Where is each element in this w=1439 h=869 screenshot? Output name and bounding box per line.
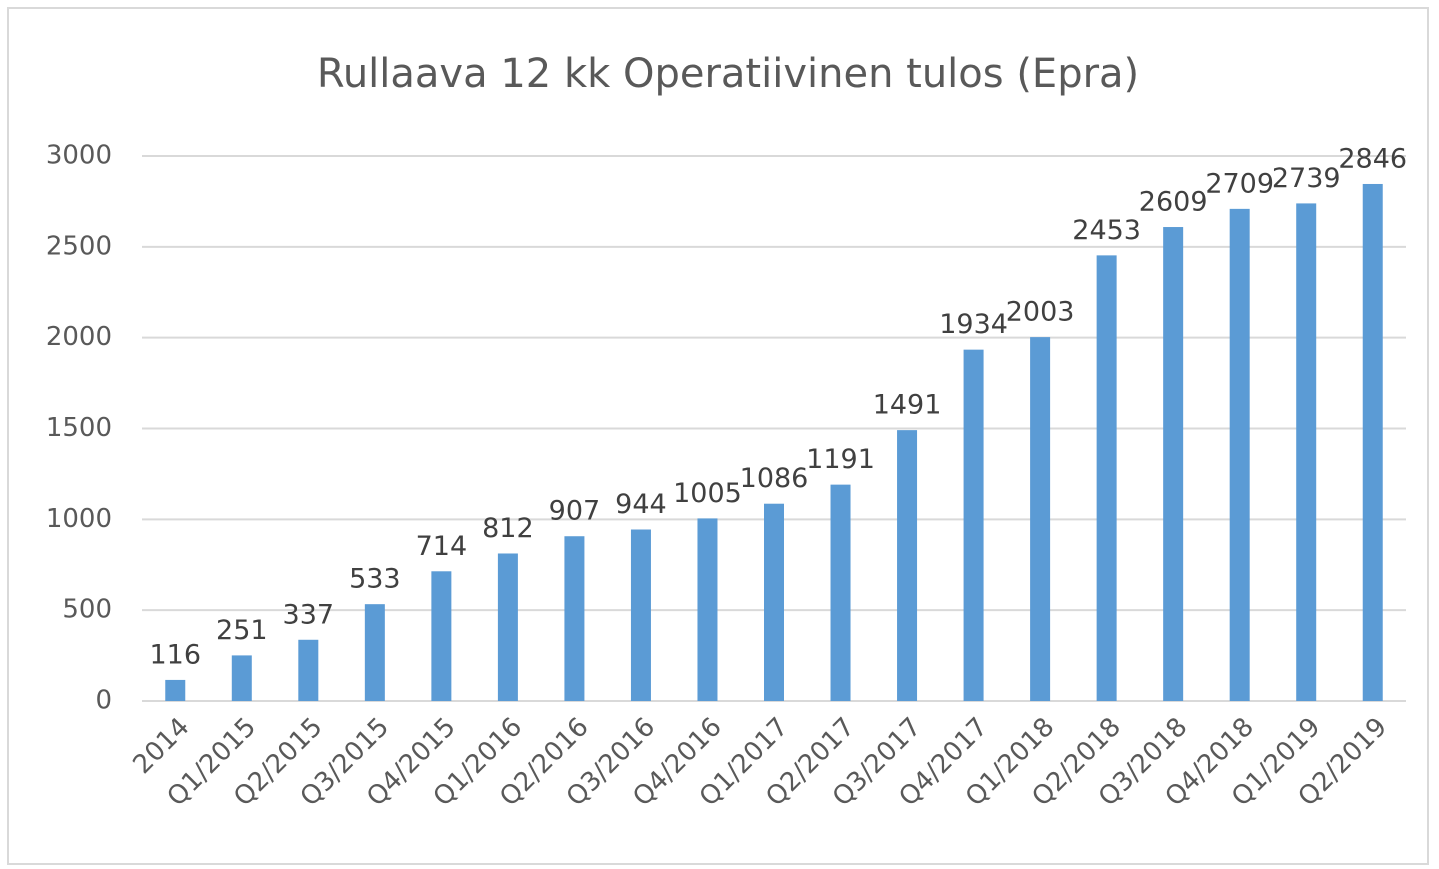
y-tick-label: 0 (95, 686, 112, 716)
bar (764, 503, 784, 701)
data-label: 944 (615, 489, 667, 520)
data-label: 714 (416, 531, 468, 562)
data-label: 116 (149, 639, 201, 670)
data-label: 337 (283, 599, 335, 630)
bar (431, 571, 452, 701)
data-label: 1491 (873, 390, 942, 421)
data-label: 1934 (939, 309, 1008, 340)
bar (697, 518, 718, 701)
bar (364, 604, 385, 701)
chart-title: Rullaava 12 kk Operatiivinen tulos (Epra… (317, 51, 1139, 97)
bar (1229, 208, 1250, 702)
bar (1030, 337, 1051, 701)
bar (1096, 255, 1117, 701)
y-tick-label: 1000 (46, 504, 112, 534)
bar (1163, 227, 1184, 701)
data-label: 2003 (1006, 297, 1075, 328)
y-tick-label: 3000 (46, 141, 112, 171)
data-label: 2739 (1272, 163, 1341, 194)
data-label: 2453 (1072, 215, 1141, 246)
data-label: 2709 (1205, 168, 1274, 199)
bar (497, 553, 518, 701)
data-label: 812 (482, 513, 534, 544)
bar (231, 655, 252, 701)
bar (564, 536, 585, 701)
bar (963, 349, 984, 701)
y-tick-label: 500 (62, 595, 112, 625)
data-label: 533 (349, 564, 401, 595)
bar (897, 430, 918, 701)
chart-border (7, 7, 1429, 865)
data-label: 251 (216, 615, 268, 646)
bar (298, 639, 319, 701)
bar (165, 679, 186, 701)
data-label: 1005 (673, 478, 742, 509)
bar (830, 484, 851, 701)
data-label: 907 (549, 496, 601, 527)
y-tick-label: 2000 (46, 322, 112, 352)
bar (630, 529, 651, 701)
data-label: 2609 (1139, 187, 1208, 218)
bar (1296, 203, 1317, 702)
data-label: 2846 (1338, 143, 1407, 174)
y-tick-label: 2500 (46, 231, 112, 261)
data-label: 1086 (740, 463, 809, 494)
data-label: 1191 (806, 444, 875, 475)
y-tick-label: 1500 (46, 413, 112, 443)
bar (1362, 183, 1383, 701)
